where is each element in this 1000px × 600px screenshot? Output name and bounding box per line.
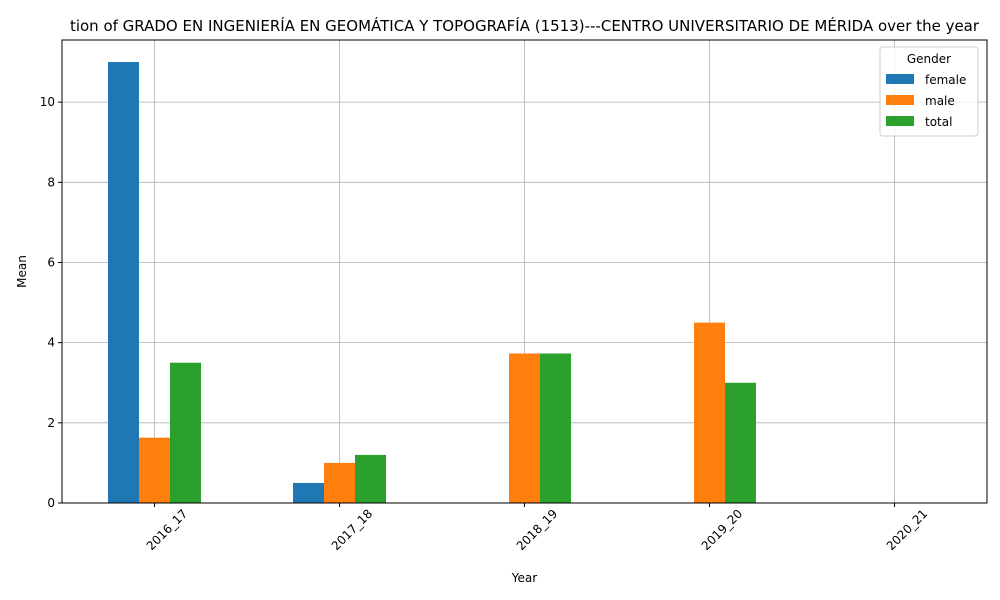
legend: Gender female male total bbox=[879, 46, 979, 137]
legend-label-total: total bbox=[925, 115, 952, 129]
bar-total-2016_17 bbox=[170, 362, 201, 503]
bar-male-2018_19 bbox=[509, 353, 540, 503]
x-tick-label: 2019_20 bbox=[699, 507, 746, 554]
bar-female-2017_18 bbox=[293, 482, 324, 503]
legend-box bbox=[879, 46, 979, 137]
y-tick-label: 2 bbox=[47, 416, 55, 430]
bar-total-2017_18 bbox=[355, 454, 386, 503]
x-axis-label: Year bbox=[511, 571, 537, 585]
legend-swatch-total bbox=[886, 116, 914, 126]
legend-title: Gender bbox=[907, 52, 951, 66]
x-tick-label: 2016_17 bbox=[144, 507, 191, 554]
x-tick-label: 2020_21 bbox=[884, 507, 931, 554]
bar-total-2018_19 bbox=[540, 353, 571, 503]
bar-male-2016_17 bbox=[139, 437, 170, 503]
bar-female-2016_17 bbox=[108, 62, 139, 504]
legend-swatch-female bbox=[886, 74, 914, 84]
bar-male-2019_20 bbox=[694, 322, 725, 503]
legend-label-male: male bbox=[925, 94, 955, 108]
x-tick-label: 2017_18 bbox=[329, 507, 376, 554]
y-tick-label: 0 bbox=[47, 496, 55, 510]
y-tick-label: 8 bbox=[47, 175, 55, 189]
bar-total-2019_20 bbox=[725, 382, 756, 503]
bars bbox=[108, 62, 756, 504]
y-tick-label: 10 bbox=[40, 95, 55, 109]
legend-swatch-male bbox=[886, 95, 914, 105]
y-axis-label: Mean bbox=[15, 255, 29, 288]
chart-title: tion of GRADO EN INGENIERÍA EN GEOMÁTICA… bbox=[70, 16, 980, 35]
legend-label-female: female bbox=[925, 73, 966, 87]
y-tick-label: 6 bbox=[47, 255, 55, 269]
y-tick-label: 4 bbox=[47, 336, 55, 350]
x-tick-label: 2018_19 bbox=[514, 507, 561, 554]
bar-male-2017_18 bbox=[324, 462, 355, 503]
